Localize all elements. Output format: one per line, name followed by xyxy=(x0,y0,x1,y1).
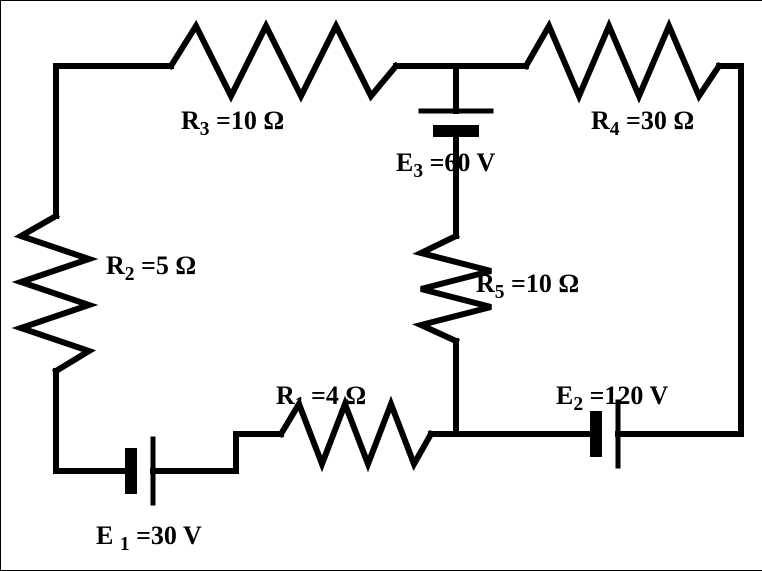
label-r2: R2 =5 Ω xyxy=(106,251,196,286)
label-r1: R1 =4 Ω xyxy=(276,381,366,416)
wire-top-left xyxy=(56,66,171,216)
resistor-r3 xyxy=(171,26,396,96)
wire-e1-to-r1 xyxy=(153,434,281,471)
wire-right-rail xyxy=(719,66,741,434)
circuit-diagram: R3 =10 Ω R4 =30 Ω E3 =60 V R2 =5 Ω R5 =1… xyxy=(0,0,762,571)
label-e1: E 1 =30 V xyxy=(96,521,202,556)
label-r5: R5 =10 Ω xyxy=(476,269,579,304)
label-r4: R4 =30 Ω xyxy=(591,106,694,141)
resistor-r2 xyxy=(21,216,89,371)
wire-left-bottom xyxy=(56,371,131,471)
label-e3: E3 =60 V xyxy=(396,148,495,183)
label-e2: E2 =120 V xyxy=(556,381,668,416)
resistor-r4 xyxy=(526,26,719,96)
label-r3: R3 =10 Ω xyxy=(181,106,284,141)
